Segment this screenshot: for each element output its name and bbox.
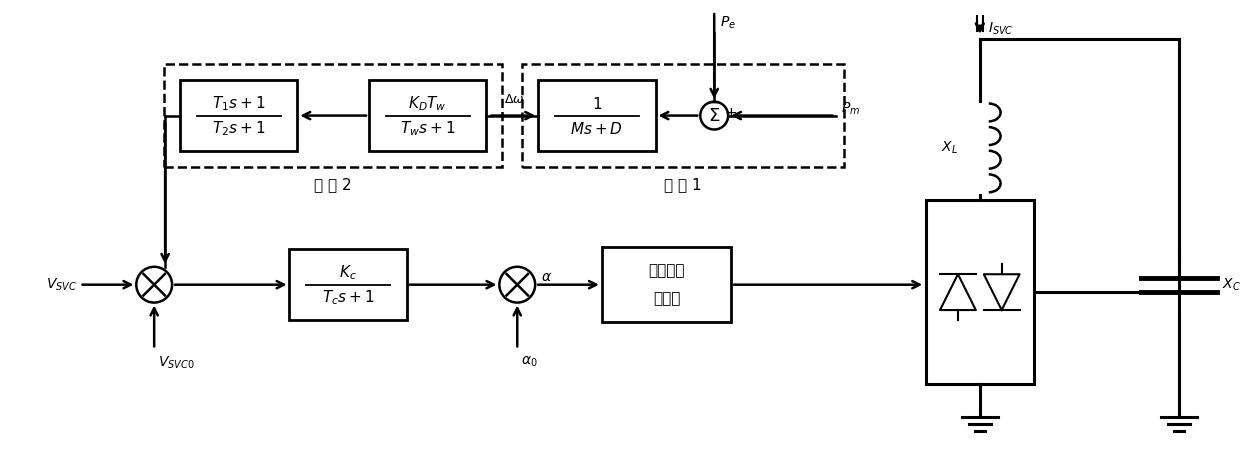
Text: $V_{SVC0}$: $V_{SVC0}$: [159, 354, 195, 371]
Text: 方 框 2: 方 框 2: [315, 177, 352, 192]
Text: $I_{SVC}$: $I_{SVC}$: [988, 21, 1013, 37]
Bar: [601, 247, 732, 322]
Text: $-$: $-$: [706, 92, 719, 110]
Text: $T_ws+1$: $T_ws+1$: [401, 119, 455, 138]
Text: $Ms + D$: $Ms + D$: [570, 120, 624, 136]
Bar: [164, 64, 502, 167]
Circle shape: [701, 101, 728, 129]
Text: $1$: $1$: [591, 96, 601, 112]
Text: $T_1s +1$: $T_1s +1$: [212, 94, 265, 113]
Bar: [522, 64, 843, 167]
Text: $\Delta\omega$: $\Delta\omega$: [503, 92, 525, 106]
Text: $K_DT_w$: $K_DT_w$: [408, 94, 448, 113]
Bar: [538, 80, 656, 151]
Polygon shape: [983, 274, 1019, 310]
Bar: [926, 200, 1033, 384]
Text: 触发脉冲: 触发脉冲: [649, 263, 684, 278]
Text: $\Sigma$: $\Sigma$: [708, 106, 720, 124]
Text: $K_c$: $K_c$: [340, 264, 357, 282]
Bar: [289, 249, 407, 321]
Text: $P_e$: $P_e$: [720, 15, 737, 31]
Text: 发生器: 发生器: [652, 291, 681, 306]
Circle shape: [136, 267, 172, 303]
Circle shape: [500, 267, 536, 303]
Text: $T_2s+1$: $T_2s+1$: [212, 119, 265, 138]
Bar: [180, 80, 298, 151]
Text: $P_m$: $P_m$: [841, 101, 859, 117]
Bar: [370, 80, 486, 151]
Text: $T_cs + 1$: $T_cs + 1$: [322, 288, 374, 307]
Text: $X_L$: $X_L$: [941, 140, 959, 156]
Text: $X_C$: $X_C$: [1221, 277, 1240, 293]
Text: 方 框 1: 方 框 1: [665, 177, 702, 192]
Text: $\alpha_0$: $\alpha_0$: [521, 354, 538, 369]
Text: $+$: $+$: [724, 106, 738, 121]
Text: $V_{SVC}$: $V_{SVC}$: [46, 277, 77, 293]
Text: $\alpha$: $\alpha$: [541, 270, 552, 284]
Polygon shape: [940, 274, 976, 310]
